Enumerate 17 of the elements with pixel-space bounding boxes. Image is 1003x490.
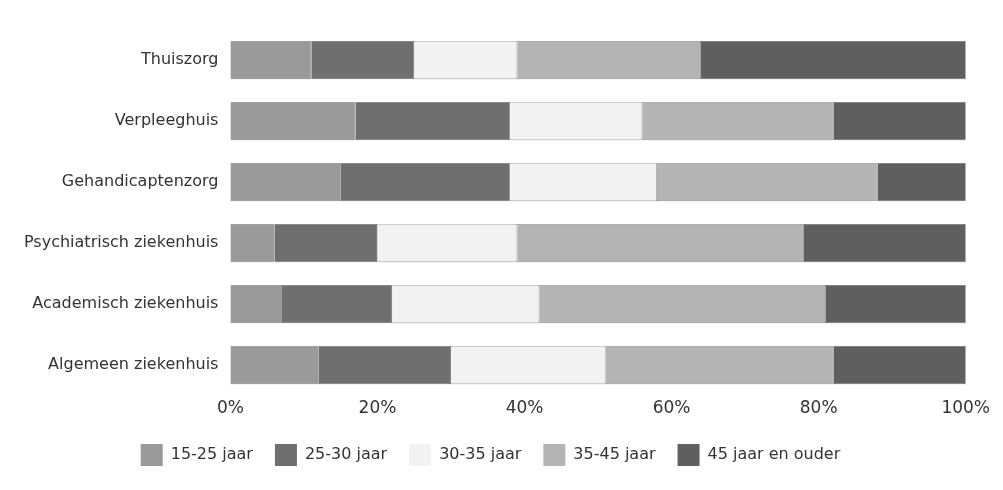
x-tick-label: 0% — [216, 397, 244, 418]
legend-label: 15-25 jaar — [170, 444, 254, 464]
x-tick-label: 100% — [941, 397, 990, 418]
y-tick-label: Thuiszorg — [139, 49, 219, 69]
x-tick-label: 80% — [799, 397, 838, 418]
legend-label: 45 jaar en ouder — [707, 444, 841, 464]
legend-label: 35-45 jaar — [573, 444, 656, 464]
y-tick-label: Algemeen ziekenhuis — [48, 354, 219, 374]
y-tick-label: Academisch ziekenhuis — [32, 293, 219, 313]
x-tick-label: 40% — [505, 397, 544, 418]
legend-label: 25-30 jaar — [304, 444, 388, 464]
y-tick-label: Verpleeghuis — [114, 110, 219, 130]
legend-label: 30-35 jaar — [439, 444, 522, 464]
x-tick-label: 60% — [652, 397, 691, 418]
x-tick-label: 20% — [358, 397, 397, 418]
y-tick-label: Gehandicaptenzorg — [61, 171, 219, 191]
y-tick-label: Psychiatrisch ziekenhuis — [23, 232, 219, 252]
